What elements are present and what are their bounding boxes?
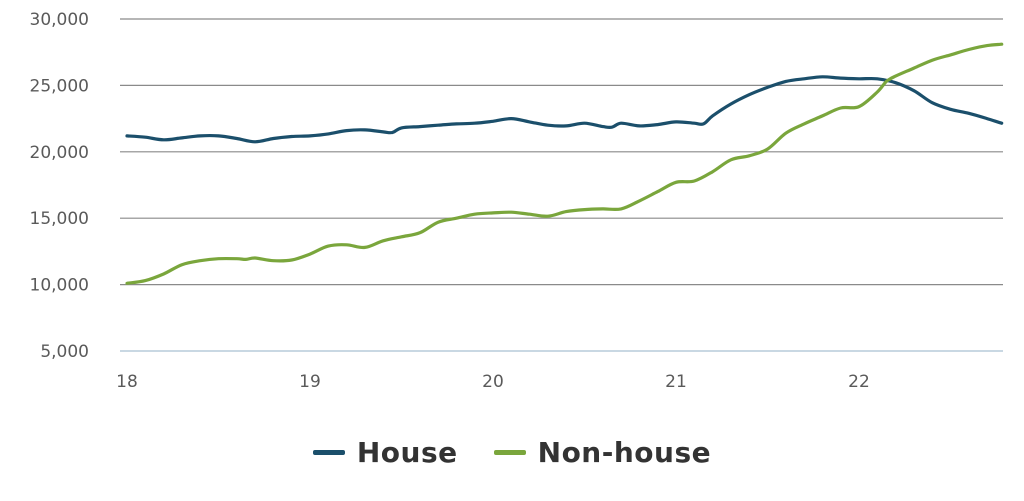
legend-swatch-house (312, 449, 345, 455)
y-tick-label: 30,000 (30, 10, 89, 30)
x-tick-label: 22 (848, 372, 870, 392)
x-tick-label: 21 (665, 372, 687, 392)
legend-item-house: House (312, 435, 458, 469)
legend-label-non-house: Non-house (537, 435, 712, 469)
series-line-house (125, 75, 1004, 144)
y-axis-ticks: 5,000 10,000 15,000 20,000 25,000 30,000 (30, 10, 89, 362)
y-tick-label: 25,000 (30, 76, 89, 96)
gridlines (120, 18, 1003, 352)
legend-swatch-non-house (493, 449, 526, 455)
line-chart: 5,000 10,000 15,000 20,000 25,000 30,000 18 19… (30, 10, 1004, 392)
y-tick-label: 15,000 (30, 209, 89, 229)
x-tick-label: 19 (299, 372, 321, 392)
legend-item-non-house: Non-house (493, 435, 712, 469)
legend: House Non-house (0, 428, 1024, 476)
x-axis-ticks: 18 19 20 21 22 (116, 372, 870, 392)
series-line-non-house (125, 42, 1004, 285)
x-tick-label: 20 (482, 372, 504, 392)
y-tick-label: 20,000 (30, 143, 89, 163)
y-tick-label: 10,000 (30, 276, 89, 296)
y-tick-label: 5,000 (40, 342, 89, 362)
series-lines (125, 42, 1004, 285)
x-tick-label: 18 (116, 372, 138, 392)
legend-label-house: House (356, 435, 458, 469)
